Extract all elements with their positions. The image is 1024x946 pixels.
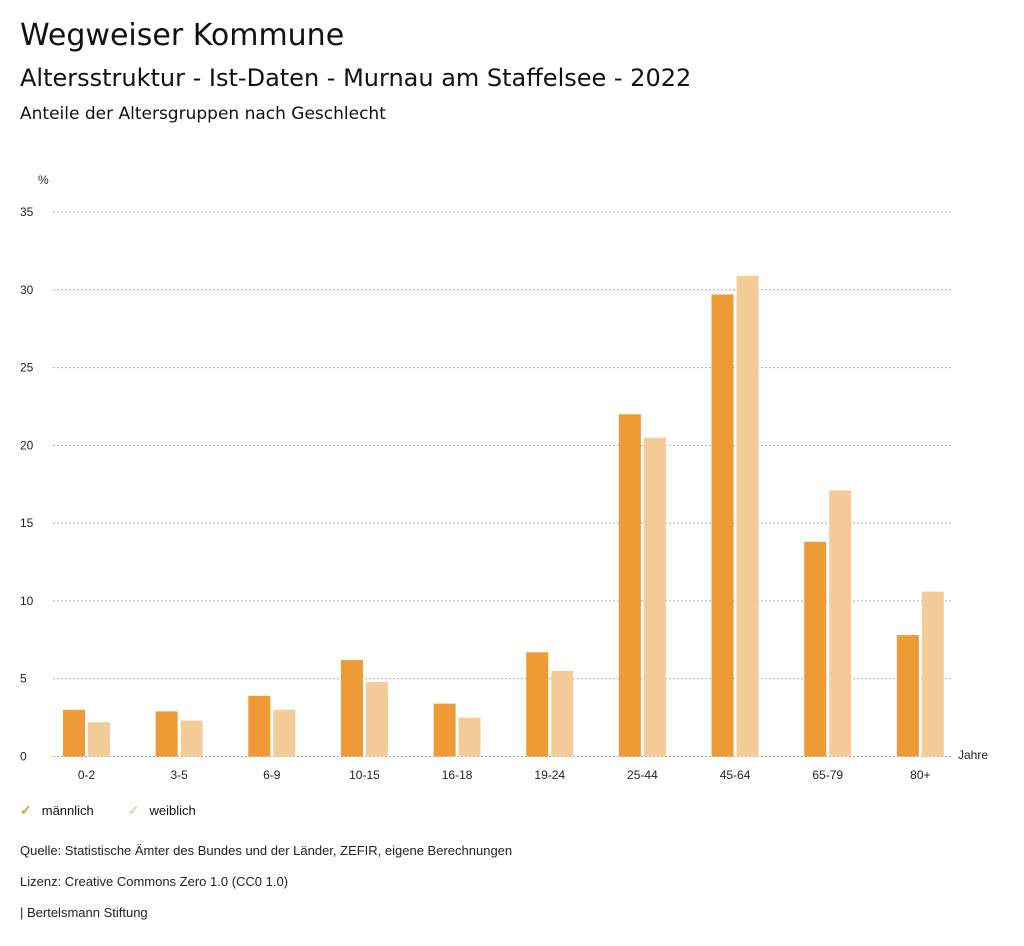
- bar-weiblich-10-15[interactable]: [365, 681, 388, 757]
- bar-weiblich-45-64[interactable]: [736, 275, 759, 757]
- bar-weiblich-65-79[interactable]: [829, 490, 852, 757]
- x-tick-label: 10-15: [349, 768, 380, 782]
- bar-weiblich-0-2[interactable]: [88, 722, 110, 757]
- y-tick-label: 25: [20, 361, 34, 375]
- check-icon: ✓: [20, 802, 32, 818]
- bar-chart: % Jahre 0 5 10 15 20 25 30 35 0-2 3-5 6-9 10-15 16-…: [20, 173, 988, 782]
- chart-title: Anteile der Altersgruppen nach Geschlech…: [20, 104, 386, 124]
- source-note: Quelle: Statistische Ämter des Bundes un…: [20, 843, 513, 858]
- chart-subtitle: Altersstruktur - Ist-Daten - Murnau am S…: [20, 64, 692, 92]
- license-note: Lizenz: Creative Commons Zero 1.0 (CC0 1…: [20, 874, 289, 889]
- bar-weiblich-19-24[interactable]: [551, 670, 574, 757]
- y-axis-label: %: [38, 173, 49, 187]
- x-tick-label: 19-24: [534, 768, 565, 782]
- bar-maennlich-80+[interactable]: [896, 635, 919, 757]
- x-tick-label: 3-5: [170, 768, 188, 782]
- bar-weiblich-80+[interactable]: [921, 591, 944, 757]
- bar-maennlich-19-24[interactable]: [526, 652, 549, 757]
- y-tick-label: 35: [20, 205, 34, 219]
- bar-maennlich-65-79[interactable]: [804, 541, 827, 757]
- bar-maennlich-10-15[interactable]: [340, 660, 363, 757]
- publisher-note: | Bertelsmann Stiftung: [20, 905, 148, 920]
- y-tick-label: 0: [20, 750, 27, 764]
- bar-weiblich-6-9[interactable]: [273, 709, 296, 757]
- y-tick-label: 20: [20, 438, 34, 452]
- legend-label: männlich: [41, 803, 94, 818]
- x-tick-label: 25-44: [627, 768, 658, 782]
- legend-item-weiblich[interactable]: ✓ weiblich: [128, 802, 196, 819]
- y-tick-label: 30: [20, 283, 34, 297]
- bar-maennlich-6-9[interactable]: [248, 695, 271, 757]
- bar-weiblich-3-5[interactable]: [180, 720, 203, 757]
- bar-weiblich-16-18[interactable]: [458, 717, 481, 757]
- x-tick-label: 45-64: [720, 768, 751, 782]
- legend: ✓ männlich ✓ weiblich: [20, 802, 196, 819]
- bar-maennlich-0-2[interactable]: [63, 709, 85, 757]
- check-icon: ✓: [127, 802, 140, 818]
- page-title: Wegweiser Kommune: [20, 18, 345, 53]
- legend-item-maennlich[interactable]: ✓ männlich: [20, 802, 94, 819]
- y-tick-label: 5: [20, 672, 27, 686]
- y-tick-label: 15: [20, 516, 34, 530]
- x-tick-label: 16-18: [442, 768, 473, 782]
- y-tick-label: 10: [20, 594, 34, 608]
- x-tick-label: 65-79: [812, 768, 843, 782]
- x-axis-label: Jahre: [958, 748, 988, 762]
- bar-maennlich-16-18[interactable]: [433, 703, 456, 757]
- bar-maennlich-25-44[interactable]: [618, 414, 641, 757]
- bar-maennlich-45-64[interactable]: [711, 294, 734, 757]
- x-tick-label: 0-2: [78, 768, 96, 782]
- legend-label: weiblich: [149, 803, 196, 818]
- bar-weiblich-25-44[interactable]: [643, 437, 666, 757]
- bar-maennlich-3-5[interactable]: [155, 711, 178, 757]
- x-tick-label: 80+: [910, 768, 930, 782]
- x-tick-label: 6-9: [263, 768, 281, 782]
